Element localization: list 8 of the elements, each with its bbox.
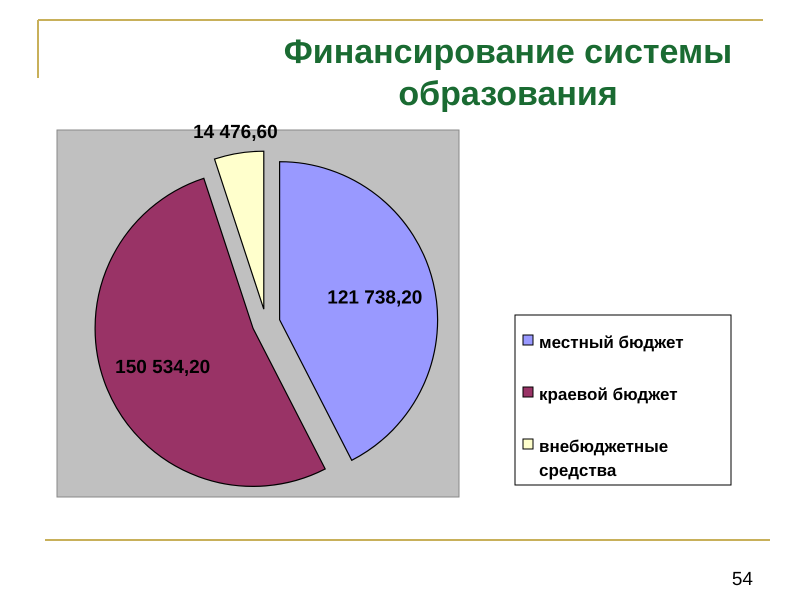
text: 54 — [732, 569, 754, 590]
data-label: 121 738,20 — [327, 287, 422, 308]
chart-title: Финансирование системы образования — [284, 33, 732, 113]
legend-label: внебюджетные средства — [539, 437, 668, 480]
legend-label: местный бюджет — [539, 333, 684, 352]
legend-label: краевой бюджет — [539, 385, 678, 404]
data-label: 150 534,20 — [115, 356, 210, 378]
data-label: 14 476,60 — [193, 122, 278, 144]
